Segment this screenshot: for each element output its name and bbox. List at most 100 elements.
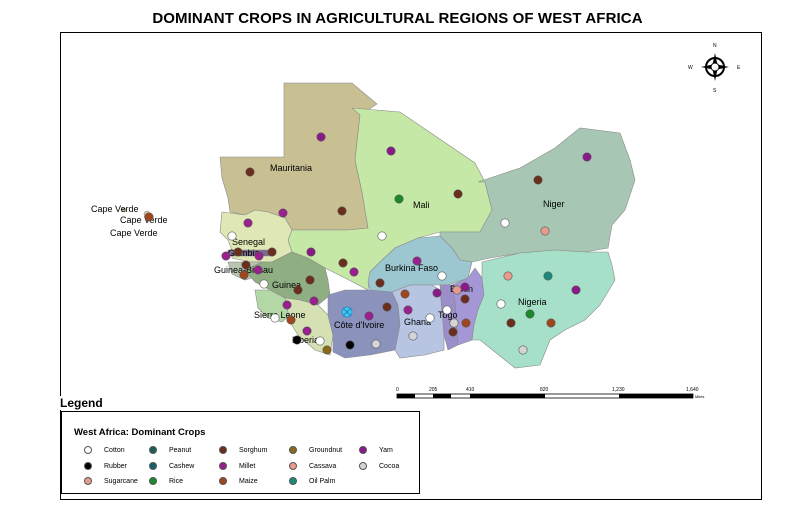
legend-box: West Africa: Dominant Crops Cotton Peanut…: [61, 411, 420, 494]
legend-label-cassava: Cassava: [309, 463, 337, 470]
crop-marker-millet: [221, 251, 231, 261]
scale-tick-5: 1,640: [686, 387, 699, 393]
country-mauritania: [219, 82, 378, 231]
label-cote-divoire: Côte d'Ivoire: [334, 320, 384, 330]
scale-tick-4: 1,230: [612, 387, 625, 393]
crop-marker-yam: [316, 132, 326, 142]
compass-w: W: [688, 65, 693, 71]
legend-swatch-peanut: [149, 446, 157, 454]
island-cape-verde-b: [121, 207, 127, 213]
crop-marker-oil-palm: [543, 271, 553, 281]
map-title: DOMINANT CROPS IN AGRICULTURAL REGIONS O…: [152, 10, 643, 27]
crop-marker-sorghum: [267, 247, 277, 257]
legend-swatch-cocoa: [359, 462, 367, 470]
crop-marker-yam: [582, 152, 592, 162]
crop-marker-yam: [460, 282, 470, 292]
crop-marker-cotton: [496, 299, 506, 309]
crop-marker-millet: [364, 311, 374, 321]
crop-marker-cotton: [500, 218, 510, 228]
crop-marker-millet: [403, 305, 413, 315]
legend-label-rubber: Rubber: [104, 463, 127, 470]
legend-label-cashew: Cashew: [169, 463, 195, 470]
compass-e: E: [737, 65, 741, 71]
label-sierra-leone: Sierra Leone: [254, 310, 306, 320]
crop-marker-millet: [253, 265, 263, 275]
crop-marker-sorghum: [453, 189, 463, 199]
legend-label-sugarcane: Sugarcane: [104, 478, 138, 485]
legend-heading: West Africa: Dominant Crops: [74, 427, 206, 438]
crop-marker-millet: [412, 256, 422, 266]
label-senegal: Senegal: [232, 237, 265, 247]
scale-tick-2: 410: [466, 387, 475, 393]
crop-marker-millet: [243, 218, 253, 228]
compass-rose-icon: N S E W: [688, 43, 741, 94]
crop-marker-maize: [400, 289, 410, 299]
crop-marker-cocoa: [518, 345, 528, 355]
legend-label-peanut: Peanut: [169, 447, 192, 454]
country-ghana: [391, 284, 445, 359]
crop-marker-cocoa: [371, 339, 381, 349]
compass-s: S: [713, 88, 717, 94]
legend-label-cotton: Cotton: [104, 447, 125, 454]
label-guinea-bissau: Guinea-Bissau: [214, 265, 273, 275]
crop-marker-cotton: [437, 271, 447, 281]
crop-marker-sorghum: [337, 206, 347, 216]
capital-marker-icon: [341, 306, 353, 318]
label-guinea: Guinea: [272, 280, 301, 290]
scale-tick-1: 205: [429, 387, 438, 393]
label-liberia: Liberia: [292, 335, 319, 345]
crop-marker-cotton: [270, 313, 280, 323]
label-cape-verde-3: Cape Verde: [110, 228, 158, 238]
country-sierra-leone: [254, 289, 291, 323]
legend-label-oil-palm: Oil Palm: [309, 478, 336, 485]
legend-swatch-sugarcane: [84, 477, 92, 485]
legend-swatch-sorghum: [219, 446, 227, 454]
crop-marker-cotton: [442, 305, 452, 315]
crop-marker-cotton: [315, 336, 325, 346]
crop-marker-yam: [571, 285, 581, 295]
legend-label-cocoa: Cocoa: [379, 463, 400, 470]
scale-bar: 0 205 410 820 1,230 1,640 Miles: [396, 387, 704, 399]
crop-marker-cassava: [540, 226, 550, 236]
crop-marker-cotton: [377, 231, 387, 241]
legend-swatch-yam: [359, 446, 367, 454]
crop-marker-millet: [302, 326, 312, 336]
crop-marker-sorghum: [448, 327, 458, 337]
crop-marker-rubber: [345, 340, 355, 350]
crop-marker-millet: [278, 208, 288, 218]
crop-marker-cotton: [227, 231, 237, 241]
crop-marker-millet: [254, 251, 264, 261]
crop-marker-sorghum: [460, 294, 470, 304]
crop-marker-cocoa: [449, 318, 459, 328]
crop-marker-groundnut: [322, 345, 332, 355]
crop-marker-yam: [386, 146, 396, 156]
crop-marker-cocoa: [408, 331, 418, 341]
crop-marker-yam: [306, 247, 316, 257]
scale-unit: Miles: [695, 394, 704, 399]
crop-marker-yam: [432, 288, 442, 298]
legend-swatch-groundnut: [289, 446, 297, 454]
legend-swatch-cassava: [289, 462, 297, 470]
crop-marker-maize: [461, 318, 471, 328]
legend-title: Legend: [60, 396, 103, 410]
legend-label-groundnut: Groundnut: [309, 447, 343, 454]
legend-swatch-rice: [149, 477, 157, 485]
legend-swatch-maize: [219, 477, 227, 485]
legend-label-maize: Maize: [239, 478, 258, 485]
country-nigeria: [471, 249, 616, 369]
label-cape-verde-2: Cape Verde: [120, 215, 168, 225]
scale-tick-0: 0: [396, 387, 399, 393]
crop-marker-sorghum: [293, 285, 303, 295]
crop-marker-rubber: [292, 335, 302, 345]
legend-label-yam: Yam: [379, 447, 393, 454]
crop-marker-sorghum: [338, 258, 348, 268]
crop-marker-sorghum: [506, 318, 516, 328]
scale-tick-3: 820: [540, 387, 549, 393]
crop-marker-maize: [546, 318, 556, 328]
label-togo: Togo: [438, 310, 458, 320]
legend-swatch-cashew: [149, 462, 157, 470]
label-nigeria: Nigeria: [518, 297, 547, 307]
label-niger: Niger: [543, 199, 565, 209]
crop-marker-rice: [525, 309, 535, 319]
